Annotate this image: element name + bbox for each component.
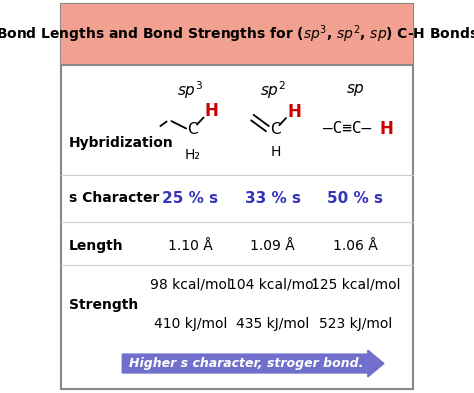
Text: H₂: H₂ — [185, 148, 201, 162]
Text: 25 % s: 25 % s — [162, 191, 219, 206]
Text: —C≡C—: —C≡C— — [323, 121, 371, 136]
Text: 1.06 Å: 1.06 Å — [333, 239, 378, 253]
Text: Hybridization: Hybridization — [69, 136, 173, 151]
Text: Length: Length — [69, 239, 123, 253]
Text: 98 kcal/mol: 98 kcal/mol — [150, 278, 231, 292]
Text: Higher s character, stroger bond.: Higher s character, stroger bond. — [129, 357, 363, 370]
Text: Bond Lengths and Bond Strengths for ($\mathit{sp}^3$, $\mathit{sp}^2$, $\mathit{: Bond Lengths and Bond Strengths for ($\m… — [0, 24, 474, 45]
Text: 33 % s: 33 % s — [245, 191, 301, 206]
Text: 1.09 Å: 1.09 Å — [250, 239, 295, 253]
Text: s Character: s Character — [69, 191, 159, 206]
Text: 410 kJ/mol: 410 kJ/mol — [154, 317, 227, 331]
Text: H: H — [287, 103, 301, 121]
Text: 523 kJ/mol: 523 kJ/mol — [319, 317, 392, 331]
FancyArrow shape — [122, 350, 384, 377]
Bar — [61, 4, 413, 65]
Text: 125 kcal/mol: 125 kcal/mol — [310, 278, 400, 292]
Text: 50 % s: 50 % s — [327, 191, 383, 206]
Text: $\mathit{sp}$: $\mathit{sp}$ — [346, 83, 365, 98]
Text: 104 kcal/mol: 104 kcal/mol — [228, 278, 318, 292]
Text: H: H — [380, 119, 393, 138]
Text: 1.10 Å: 1.10 Å — [168, 239, 213, 253]
Text: C: C — [270, 122, 281, 137]
Text: 435 kJ/mol: 435 kJ/mol — [236, 317, 310, 331]
Text: $\mathit{sp}^2$: $\mathit{sp}^2$ — [260, 79, 286, 101]
Text: C: C — [188, 122, 198, 137]
Text: Strength: Strength — [69, 298, 138, 312]
Text: $\mathit{sp}^3$: $\mathit{sp}^3$ — [177, 79, 203, 101]
Text: H: H — [205, 102, 219, 120]
Text: H: H — [270, 145, 281, 160]
